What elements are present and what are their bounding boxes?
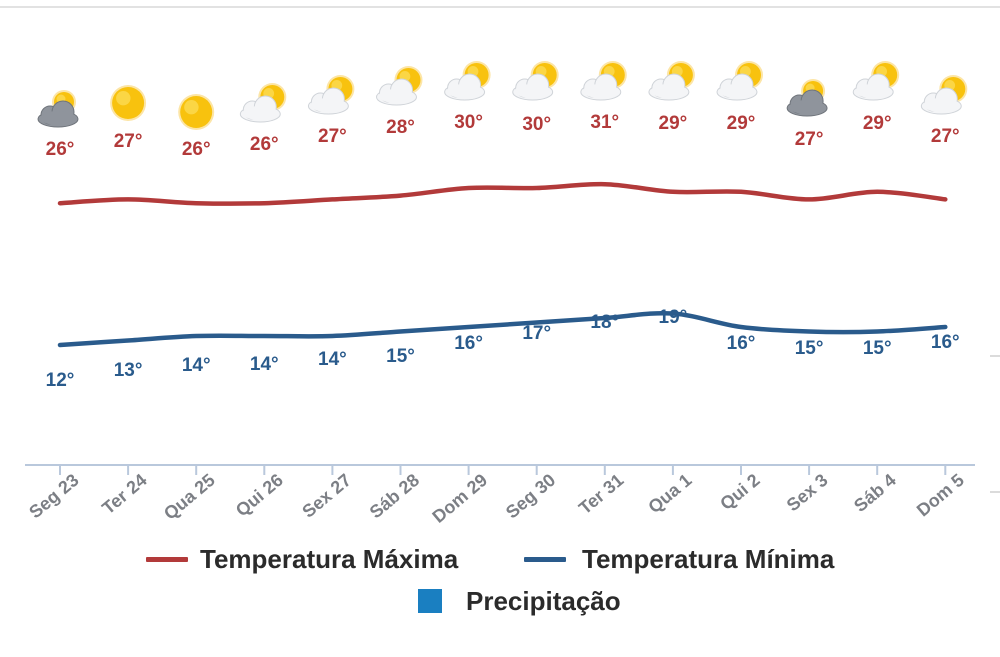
min-temperature-line	[57, 310, 948, 348]
cloudy-sun-icon	[37, 90, 79, 128]
partly-cloudy-icon	[648, 61, 695, 101]
min-temperature-label: 19°	[659, 307, 688, 328]
partly-cloudy-icon	[376, 66, 423, 106]
legend-label-max: Temperatura Máxima	[200, 544, 459, 574]
max-temperature-label: 26°	[250, 134, 279, 155]
x-tick-label: Qua 1	[644, 470, 695, 517]
min-temperature-label: 12°	[46, 370, 75, 391]
sun-icon	[110, 85, 147, 121]
x-tick-label: Ter 31	[575, 470, 627, 519]
min-temperature-label: 18°	[590, 312, 619, 333]
max-temperature-label: 27°	[114, 131, 143, 152]
max-temperature-label: 29°	[863, 113, 892, 134]
x-tick-label: Dom 29	[428, 470, 491, 527]
min-temperature-label: 16°	[727, 333, 756, 354]
x-tick-label: Ter 24	[98, 470, 150, 519]
legend: Temperatura Máxima Temperatura Mínima Pr…	[146, 544, 835, 616]
min-temperature-series: 12° 13° 14° 14° 14° 15° 16° 17° 18° 19° 16° 15° 15° 1…	[46, 307, 960, 391]
x-tick-label: Sex 27	[298, 470, 355, 522]
partly-cloudy-icon	[239, 83, 287, 123]
max-temperature-label: 29°	[727, 113, 756, 134]
max-temperature-label: 27°	[318, 126, 347, 147]
min-temperature-label: 14°	[318, 349, 347, 370]
min-temperature-label: 15°	[795, 338, 824, 359]
x-axis: Seg 23 Ter 24 Qua 25 Qui 26 Sex 27 Sáb 28 Dom …	[25, 464, 975, 527]
x-tick-label: Qui 2	[716, 470, 763, 514]
partly-cloudy-icon	[852, 61, 900, 101]
x-tick-label: Qua 25	[160, 470, 219, 524]
x-tick-label: Sáb 28	[366, 470, 423, 523]
legend-swatch-precipitation	[418, 589, 442, 613]
max-temperature-label: 27°	[931, 126, 960, 147]
partly-cloudy-icon	[512, 61, 559, 101]
max-temperature-label: 31°	[590, 112, 619, 133]
x-tick-label: Sáb 4	[850, 470, 900, 516]
partly-cloudy-icon	[307, 75, 355, 115]
x-tick-label: Sex 3	[783, 470, 832, 516]
max-temperature-label: 28°	[386, 117, 415, 138]
x-tick-label: Dom 5	[913, 470, 968, 521]
min-temperature-label: 15°	[863, 338, 892, 359]
partly-cloudy-icon	[920, 75, 968, 115]
weather-icons	[37, 61, 968, 130]
cloudy-sun-icon	[786, 79, 828, 117]
max-temperature-line	[57, 181, 948, 206]
max-temperature-label: 26°	[46, 139, 75, 160]
legend-label-precipitation: Precipitação	[466, 586, 621, 616]
legend-item-precipitation[interactable]: Precipitação	[418, 586, 621, 616]
max-temperature-series: 26° 27° 26° 26° 27° 28° 30° 30° 31° 29° 29° 27° 29° 2…	[46, 112, 960, 206]
partly-cloudy-icon	[444, 61, 491, 101]
max-temperature-label: 26°	[182, 139, 211, 160]
x-tick-label: Seg 23	[25, 470, 82, 523]
min-temperature-label: 14°	[250, 354, 279, 375]
min-temperature-label: 16°	[931, 332, 960, 353]
max-temperature-label: 29°	[659, 113, 688, 134]
min-temperature-label: 13°	[114, 360, 143, 381]
legend-label-min: Temperatura Mínima	[582, 544, 835, 574]
min-temperature-label: 15°	[386, 346, 415, 367]
min-temperature-label: 14°	[182, 355, 211, 376]
legend-swatch-min	[524, 557, 566, 562]
x-tick-label: Seg 30	[502, 470, 559, 523]
min-temperature-label: 17°	[522, 323, 551, 344]
max-temperature-label: 30°	[522, 114, 551, 135]
min-temperature-label: 16°	[454, 333, 483, 354]
legend-swatch-max	[146, 557, 188, 562]
max-temperature-label: 27°	[795, 129, 824, 150]
legend-item-max[interactable]: Temperatura Máxima	[146, 544, 459, 574]
sun-icon	[178, 94, 215, 130]
x-tick-label: Qui 26	[232, 470, 287, 521]
legend-item-min[interactable]: Temperatura Mínima	[524, 544, 835, 574]
partly-cloudy-icon	[580, 61, 627, 101]
partly-cloudy-icon	[716, 61, 763, 101]
max-temperature-label: 30°	[454, 112, 483, 133]
